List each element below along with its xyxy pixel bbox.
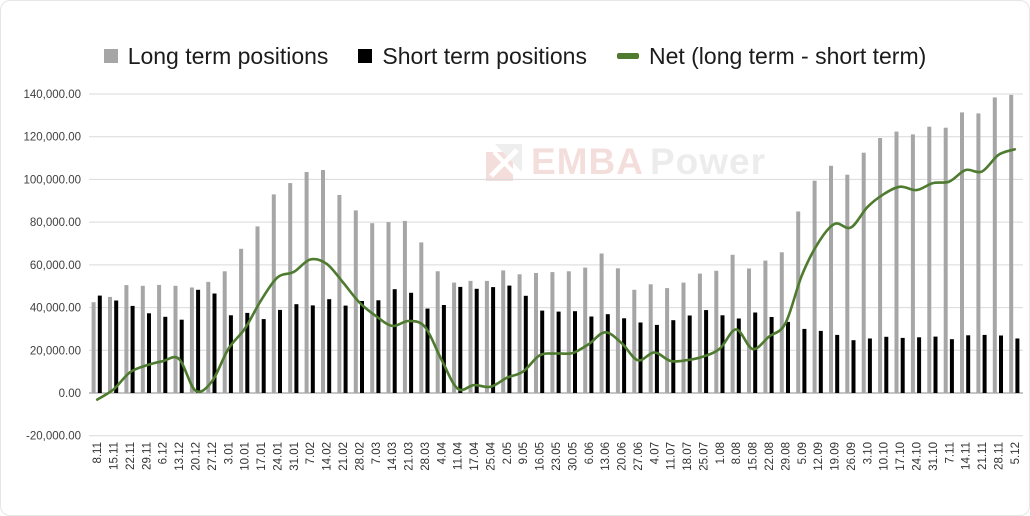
svg-text:31.01: 31.01 [289, 442, 301, 471]
svg-text:22.08: 22.08 [764, 442, 776, 471]
bars-short-term [97, 285, 1020, 394]
svg-text:24.01: 24.01 [272, 442, 284, 471]
svg-text:1.08: 1.08 [715, 442, 727, 464]
svg-text:29.08: 29.08 [780, 442, 792, 471]
short-term-square-icon [358, 49, 373, 63]
svg-text:12.09: 12.09 [813, 442, 825, 471]
svg-text:20,000.00: 20,000.00 [30, 345, 81, 357]
legend-item-long-term: Long term positions [103, 42, 329, 70]
svg-text:10.01: 10.01 [240, 442, 252, 471]
svg-text:120,000.00: 120,000.00 [23, 132, 81, 144]
svg-text:8.11: 8.11 [92, 442, 104, 464]
svg-text:140,000.00: 140,000.00 [23, 89, 81, 101]
legend-item-short-term: Short term positions [358, 43, 587, 70]
svg-text:8.08: 8.08 [731, 442, 743, 464]
chart-legend: Long term positions Short term positions… [1, 37, 1029, 75]
svg-text:14.11: 14.11 [961, 442, 973, 470]
svg-text:4.07: 4.07 [649, 442, 661, 464]
svg-text:11.07: 11.07 [666, 442, 678, 470]
svg-text:0.00: 0.00 [59, 388, 81, 400]
svg-text:7.03: 7.03 [371, 442, 383, 464]
svg-text:25.04: 25.04 [486, 441, 498, 470]
bars-long-term [91, 94, 1014, 394]
svg-text:21.03: 21.03 [404, 442, 416, 471]
svg-text:4.04: 4.04 [436, 441, 448, 464]
svg-text:6.06: 6.06 [584, 442, 596, 464]
svg-text:29.11: 29.11 [141, 442, 153, 470]
gridlines [89, 93, 1023, 437]
legend-label-long-term: Long term positions [127, 42, 329, 69]
svg-text:30.05: 30.05 [567, 442, 579, 471]
svg-text:9.05: 9.05 [518, 442, 530, 464]
svg-text:6.12: 6.12 [158, 442, 170, 464]
svg-text:27.06: 27.06 [633, 442, 645, 471]
svg-text:25.07: 25.07 [699, 442, 711, 471]
svg-text:13.12: 13.12 [174, 442, 186, 471]
legend-item-net: Net (long term - short term) [616, 42, 927, 70]
svg-text:21.11: 21.11 [977, 442, 989, 470]
svg-text:15.11: 15.11 [109, 442, 121, 470]
svg-text:17.04: 17.04 [469, 441, 481, 470]
svg-text:17.01: 17.01 [256, 442, 268, 471]
svg-text:17.10: 17.10 [895, 442, 907, 471]
svg-text:80,000.00: 80,000.00 [30, 217, 81, 229]
svg-text:14.03: 14.03 [387, 442, 399, 471]
svg-text:100,000.00: 100,000.00 [23, 174, 81, 186]
svg-text:27.12: 27.12 [207, 442, 219, 471]
svg-text:13.06: 13.06 [600, 442, 612, 471]
svg-text:11.04: 11.04 [453, 441, 465, 470]
svg-text:40,000.00: 40,000.00 [30, 303, 81, 315]
svg-text:3.01: 3.01 [223, 442, 235, 464]
svg-text:18.07: 18.07 [682, 442, 694, 471]
net-line [95, 148, 1017, 401]
svg-text:24.10: 24.10 [912, 442, 924, 471]
svg-text:23.05: 23.05 [551, 442, 563, 471]
x-axis-labels: 8.11 15.11 22.11 29.11 6.12 13.12 20.12 27.12 3.… [92, 441, 1022, 470]
long-term-square-icon [103, 49, 118, 63]
svg-text:20.06: 20.06 [617, 442, 629, 471]
svg-text:2.05: 2.05 [502, 442, 514, 464]
legend-label-short-term: Short term positions [382, 42, 587, 69]
svg-text:7.02: 7.02 [305, 442, 317, 464]
svg-text:21.02: 21.02 [338, 442, 350, 471]
svg-text:5.12: 5.12 [1010, 442, 1022, 464]
svg-text:14.02: 14.02 [322, 442, 334, 471]
legend-label-net: Net (long term - short term) [648, 42, 927, 69]
svg-text:28.02: 28.02 [354, 442, 366, 471]
svg-text:10.10: 10.10 [879, 442, 891, 471]
svg-text:5.09: 5.09 [797, 442, 809, 464]
svg-text:20.12: 20.12 [191, 442, 203, 471]
svg-text:60,000.00: 60,000.00 [30, 260, 81, 272]
y-axis-labels: -20,000.00 0.00 20,000.00 40,000.00 60,000.0… [23, 89, 81, 443]
svg-text:26.09: 26.09 [846, 442, 858, 471]
net-line-dash-icon [616, 53, 639, 59]
svg-text:28.11: 28.11 [993, 442, 1005, 470]
svg-text:3.10: 3.10 [862, 442, 874, 464]
svg-text:16.05: 16.05 [535, 442, 547, 471]
svg-text:22.11: 22.11 [125, 442, 137, 470]
svg-text:31.10: 31.10 [928, 442, 940, 471]
svg-text:15.08: 15.08 [748, 442, 760, 471]
svg-text:7.11: 7.11 [944, 442, 956, 464]
svg-text:28.03: 28.03 [420, 442, 432, 471]
svg-text:-20,000.00: -20,000.00 [26, 431, 81, 443]
svg-text:19.09: 19.09 [830, 442, 842, 471]
